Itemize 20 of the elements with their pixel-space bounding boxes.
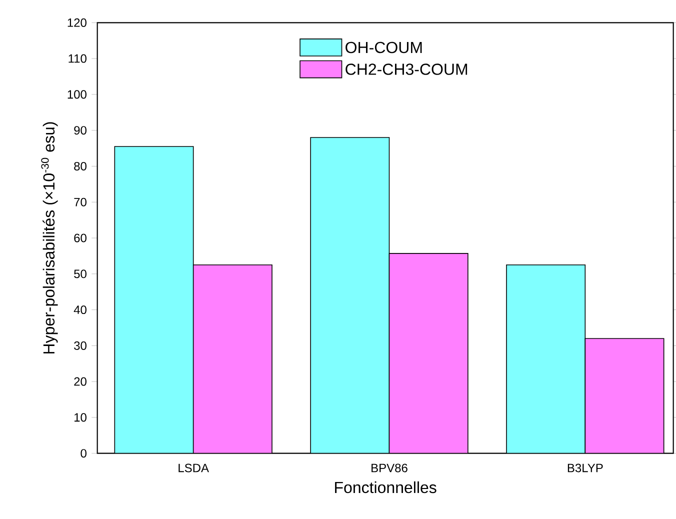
y-tick-label: 40 bbox=[74, 306, 86, 314]
x-axis-title: Fonctionnelles bbox=[335, 482, 436, 494]
x-tick-label: LSDA bbox=[178, 464, 209, 472]
legend-label: CH2-CH3-COUM bbox=[346, 64, 468, 76]
y-tick-label: 80 bbox=[74, 162, 86, 171]
y-tick-label: 10 bbox=[74, 413, 86, 422]
x-tick-label: BPV86 bbox=[372, 464, 408, 472]
y-tick-label: 0 bbox=[80, 449, 86, 458]
y-tick-label: 60 bbox=[74, 234, 86, 242]
y-tick-label: 50 bbox=[74, 270, 86, 278]
y-tick-label: 110 bbox=[68, 54, 86, 63]
y-tick-label: 120 bbox=[68, 18, 86, 28]
y-tick-label: 20 bbox=[74, 377, 86, 386]
y-tick-label: 70 bbox=[74, 198, 86, 207]
y-tick-label: 100 bbox=[68, 90, 86, 99]
legend-label: OH-COUM bbox=[346, 42, 422, 54]
y-tick-label: 30 bbox=[74, 342, 86, 350]
x-tick-label: B3LYP bbox=[568, 464, 603, 472]
y-tick-label: 90 bbox=[74, 126, 86, 135]
y-axis-title: Hyper-polarisabilités (×10$^{-30}$ esu) bbox=[41, 122, 58, 354]
